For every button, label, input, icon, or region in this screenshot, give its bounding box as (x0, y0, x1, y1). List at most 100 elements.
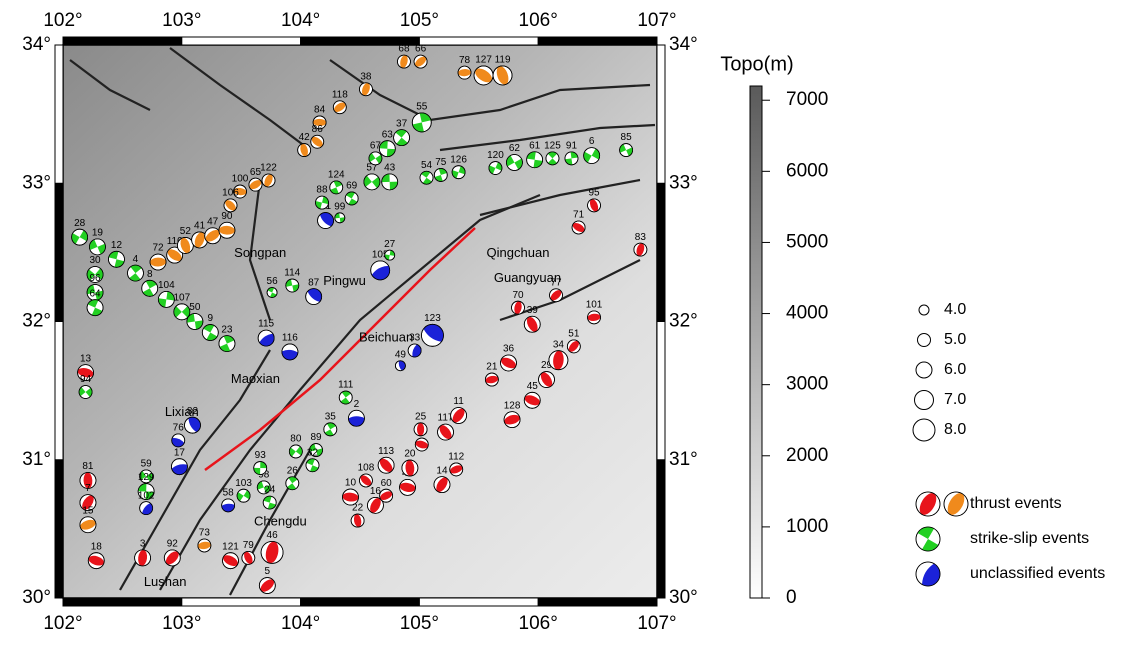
ball-rim (134, 549, 151, 567)
event-label: 85 (621, 132, 633, 143)
ball-fill (330, 180, 343, 194)
ball-fill (423, 324, 444, 342)
ball-rim (86, 299, 104, 317)
event-label: 100 (232, 174, 249, 185)
ball-rim (915, 491, 941, 517)
event-label: 120 (487, 150, 504, 161)
event-label: 108 (358, 463, 375, 474)
event-label: 29 (541, 360, 553, 371)
lon-tick-label: 105° (400, 613, 439, 634)
ball-rim (309, 443, 323, 457)
beachball (503, 411, 521, 429)
beachball (549, 288, 563, 303)
event-label: 13 (80, 353, 92, 364)
event-label: 102 (138, 490, 155, 501)
beachball (86, 266, 104, 283)
lat-tick-label: 30° (22, 587, 51, 608)
beachball (363, 173, 381, 191)
event-label: 88 (316, 185, 328, 196)
ball-rim (367, 496, 384, 514)
ball-rim (218, 335, 236, 353)
beachball (359, 473, 373, 488)
ball-rim (77, 364, 94, 382)
beachball (334, 212, 346, 224)
ball-fill (380, 491, 393, 500)
beachball (108, 250, 125, 268)
event-label: 39 (527, 305, 539, 316)
event-label: 23 (221, 324, 233, 335)
ball-rim (305, 288, 323, 306)
ball-fill (568, 340, 579, 352)
event-label: 5 (265, 566, 271, 577)
event-label: 83 (635, 232, 647, 243)
ball-rim (619, 143, 634, 157)
ball-fill (452, 166, 466, 179)
beachball (218, 335, 236, 353)
event-label: 124 (328, 170, 345, 181)
ball-rim (915, 561, 941, 587)
event-label: 46 (267, 530, 279, 541)
ball-rim (571, 220, 586, 235)
event-label: 16 (370, 486, 382, 497)
ball-fill (167, 249, 182, 261)
beachball (191, 231, 209, 249)
event-label: 81 (82, 461, 94, 472)
city-label: Lushan (144, 574, 187, 589)
beachball (253, 461, 268, 475)
frame-band (54, 44, 64, 184)
beachball (236, 488, 251, 503)
ball-rim (141, 279, 159, 297)
beachball (288, 444, 303, 459)
event-label: 26 (287, 465, 299, 476)
beachball (414, 437, 429, 452)
frame-band (54, 321, 64, 461)
ball-rim (87, 552, 105, 570)
ball-fill (253, 461, 267, 475)
beachball (171, 458, 188, 476)
ball-rim (86, 266, 104, 283)
event-label: 6 (589, 136, 595, 147)
legend-label: strike-slip events (970, 530, 1089, 547)
ball-rim (414, 437, 429, 452)
beachball (139, 469, 154, 484)
beachball (401, 459, 419, 477)
ball-fill (353, 514, 362, 528)
ball-rim (348, 409, 365, 427)
beachball (564, 151, 579, 166)
beachball (285, 278, 300, 293)
ball-fill (363, 175, 380, 189)
ball-fill (398, 360, 406, 371)
beachball (407, 343, 422, 358)
ball-fill (264, 174, 273, 187)
magnitude-symbol (915, 361, 933, 379)
colorbar-title: Topo(m) (720, 53, 793, 75)
event-label: 105 (372, 249, 389, 260)
event-label: 99 (334, 201, 346, 212)
ball-rim (407, 343, 422, 358)
city-label: Qingchuan (487, 245, 550, 260)
beachball (258, 577, 276, 594)
ball-fill (249, 180, 262, 190)
ball-rim (413, 422, 428, 437)
ball-rim (433, 476, 451, 494)
event-label: 126 (450, 154, 467, 165)
ball-fill (188, 417, 201, 433)
beachball (266, 287, 278, 298)
ball-fill (524, 395, 540, 406)
ball-rim (223, 198, 238, 213)
event-label: 111 (338, 380, 354, 391)
beachball (305, 458, 320, 473)
beachball (201, 324, 219, 341)
event-label: 54 (421, 160, 433, 171)
lon-tick-label: 103° (162, 613, 201, 634)
ball-rim (157, 290, 175, 308)
beachball (139, 501, 154, 516)
ball-rim (253, 461, 268, 475)
ball-rim (399, 478, 416, 496)
ball-rim (334, 212, 346, 224)
beachball (500, 354, 517, 372)
frame-band (62, 36, 183, 46)
beachball (587, 198, 601, 213)
event-label: 7 (85, 483, 91, 494)
event-label: 27 (384, 239, 396, 250)
